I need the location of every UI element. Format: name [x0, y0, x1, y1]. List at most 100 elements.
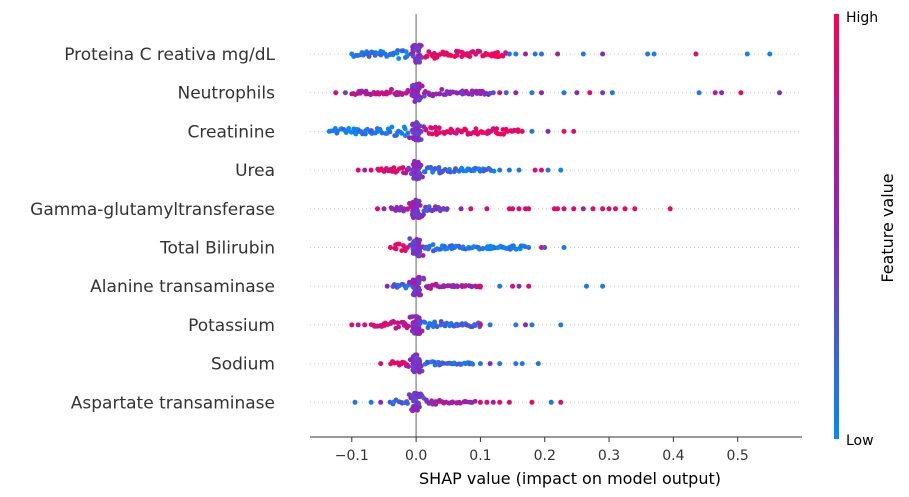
shap-point	[414, 120, 420, 125]
shap-point	[381, 206, 387, 212]
shap-point	[448, 53, 454, 58]
points-layer	[326, 42, 782, 414]
shap-point	[455, 284, 460, 290]
shap-point	[412, 281, 417, 287]
shap-point	[416, 367, 422, 373]
shap-point	[405, 130, 411, 136]
shap-point	[519, 361, 525, 367]
shap-point	[394, 50, 400, 56]
shap-point	[410, 246, 416, 252]
shap-point	[416, 287, 421, 292]
shap-point	[477, 49, 483, 54]
shap-point	[651, 51, 657, 57]
shap-point	[389, 87, 394, 92]
shap-point	[539, 51, 544, 57]
shap-point	[414, 131, 420, 137]
shap-point	[777, 90, 782, 96]
shap-point	[417, 81, 422, 87]
shap-point	[415, 198, 421, 204]
shap-point	[333, 90, 339, 96]
shap-point	[352, 399, 358, 405]
shap-point	[516, 206, 522, 212]
shap-point	[497, 167, 503, 173]
shap-point	[558, 399, 564, 405]
shap-point	[422, 169, 428, 175]
shap-point	[558, 167, 564, 173]
shap-point	[429, 131, 435, 137]
shap-point	[487, 322, 493, 328]
shap-point	[523, 51, 528, 57]
shap-point	[600, 51, 606, 57]
shap-point	[719, 90, 725, 96]
shap-point	[349, 322, 355, 328]
x-tick-label: 0.2	[534, 448, 556, 464]
shap-point	[437, 91, 442, 96]
shap-point	[555, 206, 561, 212]
shap-point	[580, 206, 586, 212]
shap-point	[414, 355, 419, 360]
shap-point	[487, 361, 493, 367]
shap-point	[421, 93, 427, 99]
x-axis-title: SHAP value (impact on model output)	[419, 469, 721, 488]
shap-point	[516, 167, 522, 173]
shap-point	[529, 90, 535, 96]
shap-point	[411, 290, 417, 295]
shap-point	[353, 131, 359, 137]
shap-point	[409, 167, 415, 173]
shap-point	[410, 251, 416, 256]
feature-label: Urea	[235, 161, 275, 181]
colorbar-title: Feature value	[878, 173, 897, 282]
shap-point	[632, 206, 638, 212]
shap-point	[417, 359, 422, 365]
x-tick-label: 0.3	[598, 448, 620, 464]
shap-point	[477, 361, 483, 367]
shap-point	[587, 90, 593, 96]
shap-point	[355, 322, 361, 328]
shap-point	[379, 130, 385, 136]
shap-point	[368, 167, 374, 173]
shap-point	[406, 364, 411, 369]
shap-point	[395, 320, 401, 326]
shap-point	[744, 51, 750, 57]
x-tick-label: 0.0	[405, 448, 427, 464]
feature-label: Alanine transaminase	[90, 277, 275, 297]
shap-point	[500, 53, 506, 59]
shap-point	[584, 283, 589, 289]
shap-point	[474, 88, 479, 94]
shap-point	[448, 169, 453, 175]
shap-point	[613, 206, 618, 212]
shap-point	[411, 175, 417, 181]
shap-point	[421, 275, 426, 281]
shap-point	[412, 211, 418, 217]
shap-point	[410, 407, 416, 413]
shap-point	[410, 44, 415, 50]
shap-point	[420, 253, 426, 258]
shap-point	[667, 206, 673, 212]
shap-point	[407, 236, 413, 242]
shap-point	[413, 368, 418, 374]
shap-point	[477, 283, 483, 289]
shap-point	[416, 59, 422, 65]
shap-point	[516, 283, 522, 289]
shap-point	[571, 206, 577, 212]
shap-point	[396, 56, 402, 61]
shap-point	[511, 243, 516, 249]
shap-point	[497, 399, 503, 405]
shap-point	[439, 87, 445, 92]
shap-point	[503, 90, 509, 96]
shap-point	[571, 128, 577, 134]
feature-label: Potassium	[188, 316, 275, 336]
shap-point	[414, 331, 420, 336]
shap-point	[437, 130, 442, 136]
shap-point	[472, 322, 477, 327]
shap-point	[415, 203, 421, 209]
shap-point	[399, 131, 405, 136]
shap-point	[406, 165, 412, 171]
shap-point	[495, 50, 501, 55]
shap-point	[384, 283, 390, 289]
shap-point	[693, 51, 699, 57]
shap-point	[416, 170, 422, 175]
shap-point	[326, 128, 332, 134]
shap-point	[590, 206, 596, 212]
shap-point	[393, 246, 399, 252]
